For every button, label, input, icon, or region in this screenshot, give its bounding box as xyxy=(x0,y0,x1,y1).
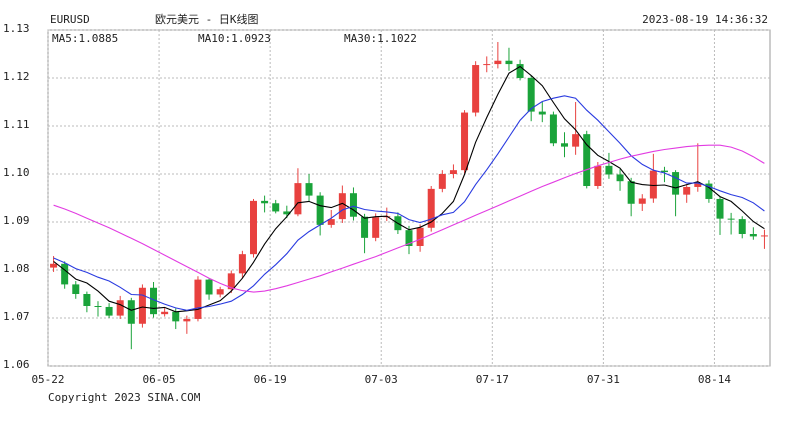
candle-body xyxy=(194,279,202,319)
candle-body xyxy=(638,198,646,204)
legend-label: MA30:1.1022 xyxy=(344,32,417,45)
timestamp: 2023-08-19 14:36:32 xyxy=(642,13,768,26)
candle-body xyxy=(438,174,446,189)
candle-body xyxy=(338,193,346,220)
candle-body xyxy=(227,273,235,290)
candle-body xyxy=(283,211,291,215)
y-tick-label: 1.11 xyxy=(3,118,30,131)
candle-body xyxy=(716,198,724,219)
x-tick-label: 06-05 xyxy=(143,373,176,386)
x-tick-label: 07-17 xyxy=(476,373,509,386)
x-tick-label: 07-31 xyxy=(587,373,620,386)
y-tick-label: 1.10 xyxy=(3,166,30,179)
candle-body xyxy=(238,254,246,274)
candle-body xyxy=(494,60,502,65)
y-tick-label: 1.09 xyxy=(3,214,30,227)
candle-body xyxy=(138,287,146,324)
candle-body xyxy=(660,170,668,173)
symbol: EURUSD xyxy=(50,13,90,26)
candle-body xyxy=(516,64,524,78)
candle-body xyxy=(272,203,280,212)
candle-body xyxy=(161,311,169,315)
candle-body xyxy=(694,183,702,187)
x-tick-label: 07-03 xyxy=(365,373,398,386)
candle-body xyxy=(461,112,469,171)
candle-body xyxy=(294,183,302,215)
candle-body xyxy=(83,294,91,306)
candle-body xyxy=(361,216,369,238)
candle-body xyxy=(583,134,591,186)
candle-body xyxy=(627,181,635,204)
candle-body xyxy=(605,165,613,175)
candle-body xyxy=(72,284,80,294)
candle-body xyxy=(261,200,269,204)
legend-label: MA10:1.0923 xyxy=(198,32,271,45)
candle-body xyxy=(749,234,757,237)
candle-body xyxy=(683,186,691,195)
candle-body xyxy=(105,306,113,316)
candle-body xyxy=(94,306,102,307)
plot-frame xyxy=(47,29,771,367)
ma-line xyxy=(53,65,765,313)
candle-body xyxy=(561,143,569,147)
candle-body xyxy=(705,183,713,199)
candle-body xyxy=(127,300,135,324)
candle-body xyxy=(449,170,457,174)
candle-body xyxy=(427,188,435,228)
candle-body xyxy=(316,195,324,225)
candle-body xyxy=(727,218,735,220)
candle-body xyxy=(760,235,768,237)
y-tick-label: 1.12 xyxy=(3,70,30,83)
candle-body xyxy=(327,219,335,225)
candle-body xyxy=(572,134,580,147)
ma-line xyxy=(53,144,765,293)
candle-body xyxy=(183,318,191,322)
candle-body xyxy=(61,263,69,285)
candle-body xyxy=(483,64,491,66)
candle-body xyxy=(50,263,58,268)
y-tick-label: 1.06 xyxy=(3,358,30,371)
x-tick-label: 05-22 xyxy=(31,373,64,386)
y-tick-label: 1.08 xyxy=(3,262,30,275)
candle-body xyxy=(549,114,557,144)
candle-body xyxy=(405,230,413,246)
candle-body xyxy=(505,60,513,65)
candle-body xyxy=(116,300,124,316)
candle-body xyxy=(205,279,213,295)
chart-title: 欧元美元 - 日K线图 xyxy=(155,12,259,26)
candle-body xyxy=(150,287,158,315)
x-tick-label: 06-19 xyxy=(254,373,287,386)
candle-body xyxy=(172,311,180,322)
candle-body xyxy=(594,165,602,186)
candle-body xyxy=(738,219,746,234)
candle-body xyxy=(349,193,357,217)
candle-body xyxy=(527,78,535,112)
y-tick-label: 1.07 xyxy=(3,310,30,323)
legend-label: MA5:1.0885 xyxy=(52,32,118,45)
candle-body xyxy=(372,217,380,238)
copyright: Copyright 2023 SINA.COM xyxy=(48,391,201,404)
y-tick-label: 1.13 xyxy=(3,22,30,35)
candle-body xyxy=(472,65,480,113)
candle-body xyxy=(649,170,657,199)
candle-body xyxy=(216,289,224,295)
candle-body xyxy=(672,172,680,195)
candle-body xyxy=(416,227,424,246)
candle-body xyxy=(538,111,546,115)
candle-body xyxy=(249,200,257,255)
candle-body xyxy=(616,174,624,182)
ma-line xyxy=(53,95,765,311)
x-tick-label: 08-14 xyxy=(698,373,731,386)
candle-body xyxy=(305,183,313,196)
